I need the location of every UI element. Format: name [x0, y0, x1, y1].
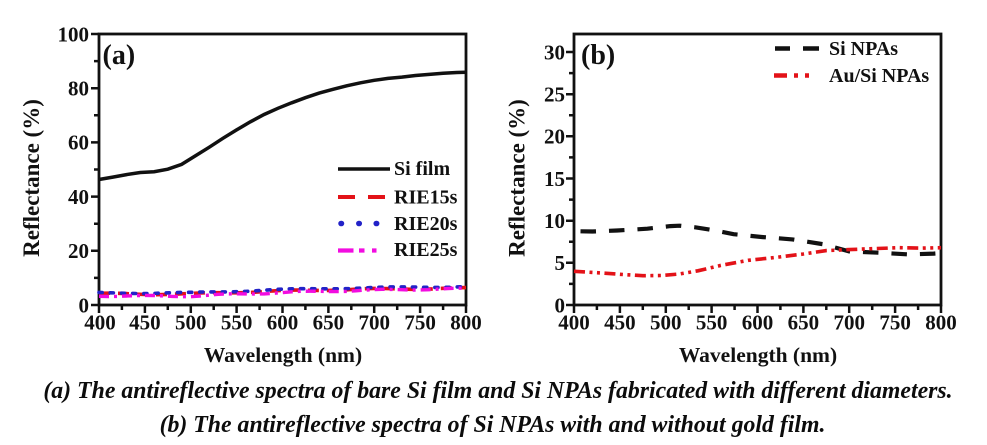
svg-text:RIE25s: RIE25s [394, 239, 458, 261]
svg-text:750: 750 [879, 311, 911, 335]
svg-text:RIE15s: RIE15s [394, 187, 458, 209]
svg-text:0: 0 [79, 293, 90, 317]
svg-text:700: 700 [358, 311, 390, 335]
svg-text:(a): (a) [103, 40, 136, 71]
svg-text:800: 800 [925, 311, 957, 335]
svg-text:Reflectance (%): Reflectance (%) [19, 99, 44, 257]
svg-text:500: 500 [175, 311, 207, 335]
svg-text:20: 20 [544, 125, 565, 149]
svg-text:15: 15 [544, 167, 565, 191]
svg-text:30: 30 [544, 40, 565, 64]
svg-text:60: 60 [68, 131, 89, 155]
svg-text:RIE20s: RIE20s [394, 213, 458, 235]
svg-text:700: 700 [833, 311, 865, 335]
svg-text:10: 10 [544, 209, 565, 233]
svg-text:80: 80 [68, 77, 89, 101]
svg-text:400: 400 [84, 311, 116, 335]
svg-text:0: 0 [555, 293, 566, 317]
svg-text:450: 450 [604, 311, 636, 335]
svg-text:750: 750 [404, 311, 436, 335]
svg-text:40: 40 [68, 185, 89, 209]
svg-text:5: 5 [555, 251, 566, 275]
svg-text:Reflectance (%): Reflectance (%) [505, 99, 530, 257]
svg-text:Si film: Si film [394, 158, 450, 180]
svg-text:Si NPAs: Si NPAs [829, 38, 898, 60]
svg-text:500: 500 [650, 311, 682, 335]
svg-text:100: 100 [58, 22, 90, 46]
svg-text:550: 550 [696, 311, 728, 335]
svg-text:450: 450 [129, 311, 161, 335]
svg-text:(b): (b) [581, 40, 615, 71]
svg-text:600: 600 [267, 311, 299, 335]
svg-text:550: 550 [221, 311, 253, 335]
svg-text:400: 400 [558, 311, 590, 335]
svg-text:Au/Si NPAs: Au/Si NPAs [829, 65, 929, 87]
svg-text:600: 600 [742, 311, 774, 335]
svg-text:20: 20 [68, 239, 89, 263]
svg-text:Wavelength (nm): Wavelength (nm) [679, 343, 837, 367]
svg-text:650: 650 [313, 311, 345, 335]
svg-text:650: 650 [788, 311, 820, 335]
svg-text:800: 800 [450, 311, 482, 335]
svg-text:Wavelength (nm): Wavelength (nm) [204, 343, 362, 367]
svg-text:25: 25 [544, 83, 565, 107]
